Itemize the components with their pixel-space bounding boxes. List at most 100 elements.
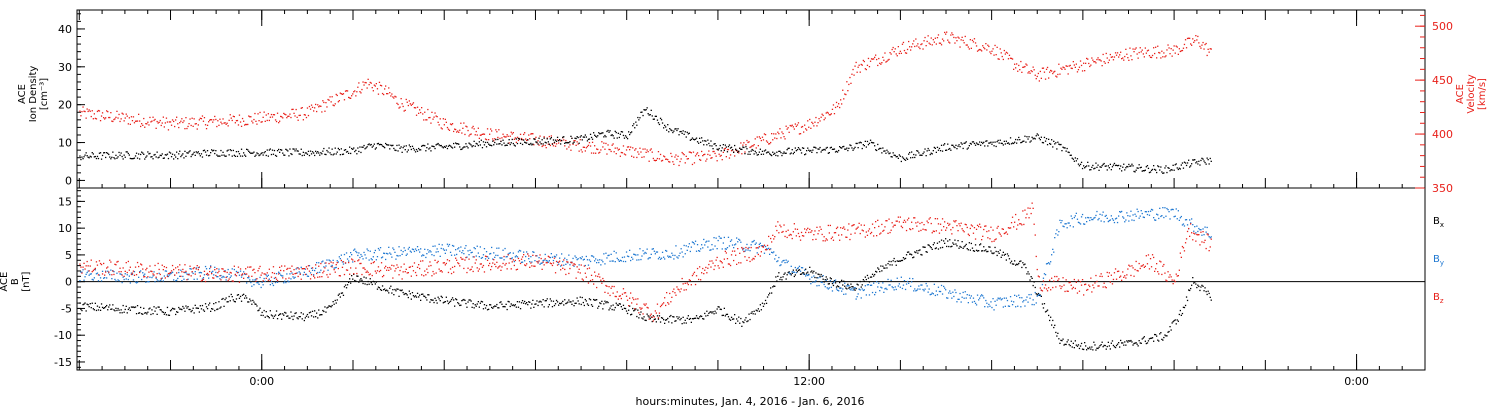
velocity-point (986, 49, 987, 50)
bx-point (203, 309, 204, 310)
bx-point (801, 273, 802, 274)
by-point (153, 271, 154, 272)
velocity-point (139, 120, 140, 121)
by-point (101, 280, 102, 281)
bx-point (154, 311, 155, 312)
ion-density-point (899, 154, 900, 155)
bx-point (255, 304, 256, 305)
ion-density-point (81, 157, 82, 158)
bz-point (220, 279, 221, 280)
velocity-point (836, 102, 837, 103)
bx-point (642, 318, 643, 319)
bx-point (860, 281, 861, 282)
ion-density-point (1112, 166, 1113, 167)
velocity-point (1103, 54, 1104, 55)
velocity-point (784, 138, 785, 139)
bx-point (526, 302, 527, 303)
velocity-point (725, 148, 726, 149)
bx-point (905, 258, 906, 259)
bx-point (125, 309, 126, 310)
bz-point (166, 267, 167, 268)
bx-point (1187, 300, 1188, 301)
bx-point (263, 315, 264, 316)
ion-density-point (780, 152, 781, 153)
ion-density-point (393, 148, 394, 149)
bz-point (340, 275, 341, 276)
bx-point (1008, 255, 1009, 256)
bx-point (1158, 340, 1159, 341)
by-point (1155, 220, 1156, 221)
bx-point (189, 309, 190, 310)
bx-point (974, 251, 975, 252)
ion-density-point (728, 146, 729, 147)
velocity-point (816, 125, 817, 126)
ion-density-point (627, 138, 628, 139)
by-point (1206, 232, 1207, 233)
bx-point (762, 303, 763, 304)
ion-density-point (882, 147, 883, 148)
velocity-point (383, 94, 384, 95)
ion-density-point (619, 137, 620, 138)
bx-point (861, 286, 862, 287)
ion-density-point (683, 130, 684, 131)
ion-density-point (1017, 139, 1018, 140)
bx-point (451, 299, 452, 300)
bx-point (323, 311, 324, 312)
velocity-point (805, 128, 806, 129)
bx-point (924, 247, 925, 248)
by-point (1116, 218, 1117, 219)
velocity-point (937, 37, 938, 38)
by-point (993, 309, 994, 310)
by-point (673, 258, 674, 259)
by-point (350, 252, 351, 253)
bx-point (744, 319, 745, 320)
by-point (1061, 220, 1062, 221)
ion-density-point (337, 152, 338, 153)
velocity-point (840, 99, 841, 100)
velocity-point (1189, 38, 1190, 39)
bx-point (127, 312, 128, 313)
velocity-point (602, 146, 603, 147)
by-point (285, 282, 286, 283)
bx-point (1137, 344, 1138, 345)
by-point (918, 285, 919, 286)
ion-density-point (86, 152, 87, 153)
velocity-point (417, 107, 418, 108)
velocity-point (513, 132, 514, 133)
velocity-point (269, 120, 270, 121)
bx-point (403, 292, 404, 293)
by-point (292, 276, 293, 277)
bx-point (554, 305, 555, 306)
bottom-panel-frame (77, 188, 1425, 370)
velocity-point (862, 65, 863, 66)
velocity-point (289, 114, 290, 115)
velocity-point (625, 154, 626, 155)
by-point (813, 275, 814, 276)
ion-density-point (395, 150, 396, 151)
bz-point (171, 270, 172, 271)
bz-point (259, 266, 260, 267)
ion-density-point (733, 152, 734, 153)
by-point (87, 272, 88, 273)
velocity-point (973, 41, 974, 42)
velocity-point (984, 48, 985, 49)
by-point (201, 272, 202, 273)
velocity-point (81, 111, 82, 112)
ion-density-point (941, 145, 942, 146)
velocity-point (701, 151, 702, 152)
bx-point (1195, 283, 1196, 284)
bx-point (94, 309, 95, 310)
bz-point (107, 266, 108, 267)
bz-point (81, 272, 82, 273)
by-point (1152, 209, 1153, 210)
velocity-point (594, 145, 595, 146)
by-point (390, 254, 391, 255)
velocity-point (677, 156, 678, 157)
bz-point (306, 266, 307, 267)
by-point (973, 298, 974, 299)
ion-density-point (491, 145, 492, 146)
bz-point (161, 278, 162, 279)
velocity-point (794, 128, 795, 129)
ion-density-point (716, 145, 717, 146)
bx-point (290, 311, 291, 312)
